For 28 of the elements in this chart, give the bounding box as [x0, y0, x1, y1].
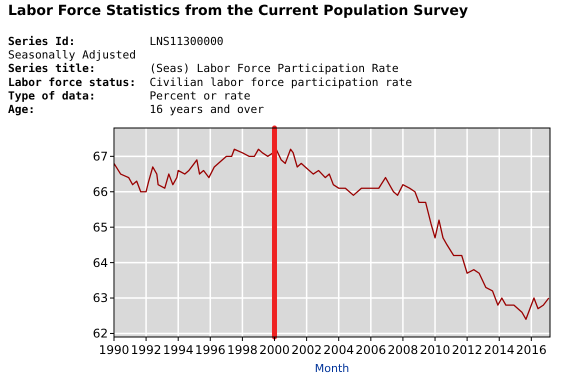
- chart-title: Labor Force Statistics from the Current Population Survey: [8, 3, 468, 19]
- text: Series title: (Seas) Labor Force Participation Rate: [8, 62, 399, 76]
- x-tick-label: 1996: [195, 343, 226, 357]
- x-tick-label: 2014: [484, 343, 515, 357]
- x-tick-label: 2010: [420, 343, 450, 357]
- y-tick-label: 62: [92, 326, 108, 341]
- x-tick-label: 2016: [516, 343, 547, 357]
- x-tick-label: 1992: [130, 343, 162, 357]
- y-tick-label: 67: [92, 150, 108, 164]
- x-tick-label: 1994: [162, 343, 194, 357]
- y-tick-label: 63: [92, 291, 108, 306]
- text: Labor force status: Civilian labor force participation rate: [8, 76, 412, 89]
- x-axis-title: Month: [314, 362, 350, 375]
- x-tick-label: 1990: [98, 343, 130, 357]
- x-tick-label: 2004: [323, 343, 354, 357]
- text: Series Id: LNS11300000: [8, 35, 224, 48]
- x-tick-label: 2008: [388, 343, 418, 357]
- text: Age: 16 years and over: [8, 103, 264, 116]
- x-tick-label: 1998: [227, 343, 258, 357]
- text: Type of data: Percent or rate: [8, 89, 250, 102]
- x-tick-label: 2012: [452, 343, 482, 357]
- y-tick-label: 64: [92, 256, 108, 270]
- x-tick-label: 2002: [291, 343, 322, 357]
- y-tick-label: 65: [92, 220, 108, 234]
- y-tick-label: 66: [92, 184, 108, 199]
- text: Seasonally Adjusted: [8, 48, 136, 62]
- x-tick-label: 2000: [259, 343, 290, 357]
- x-tick-label: 2006: [356, 343, 386, 357]
